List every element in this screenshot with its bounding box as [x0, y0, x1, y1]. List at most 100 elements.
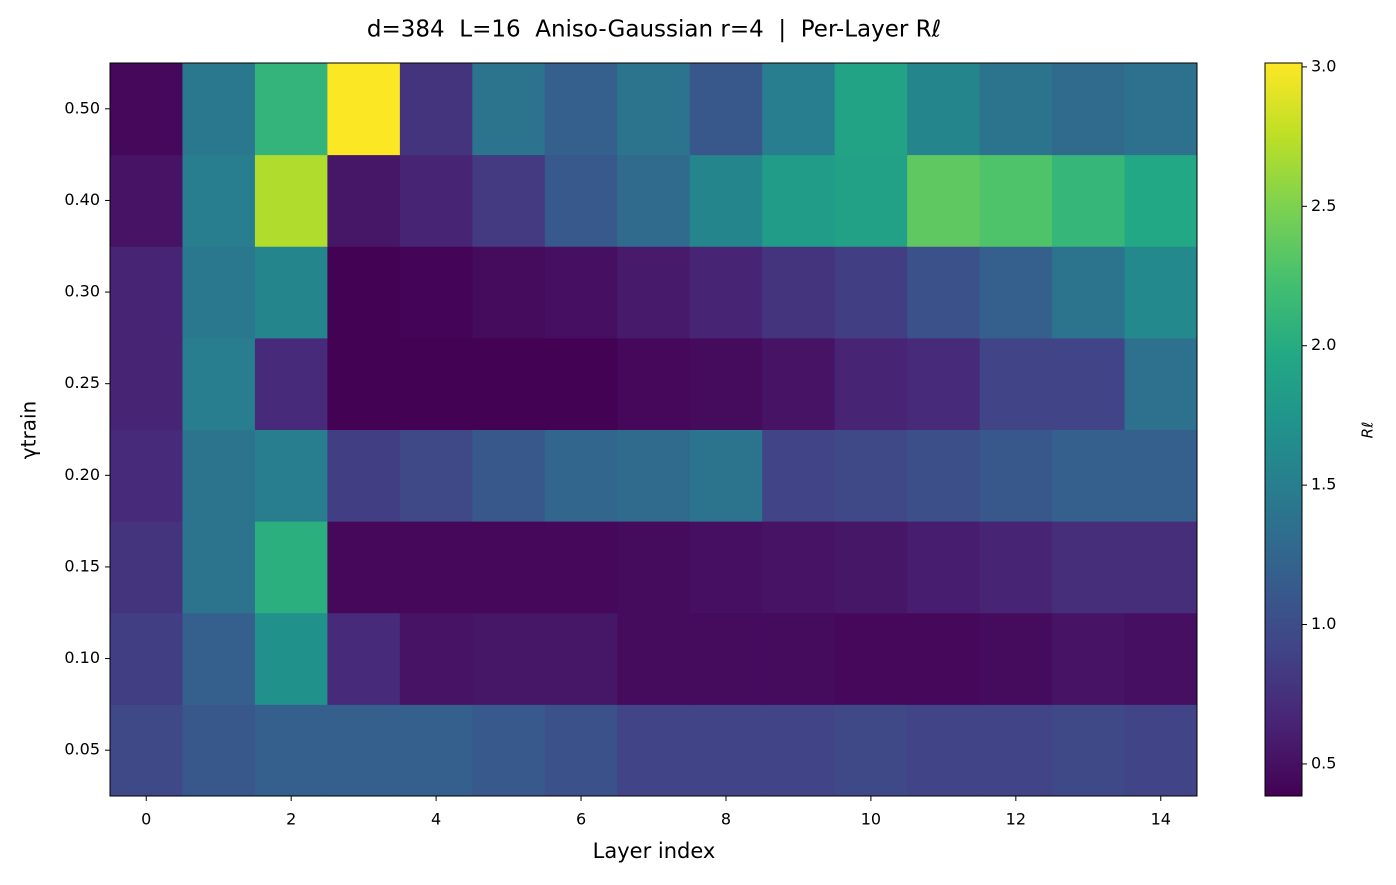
y-tick-label: 0.25	[64, 373, 100, 392]
heatmap-cell	[1124, 704, 1198, 797]
heatmap-cell	[182, 337, 256, 430]
heatmap-cell	[110, 429, 183, 522]
heatmap-cell	[254, 154, 328, 247]
heatmap-cell	[544, 337, 618, 430]
heatmap-cell	[254, 63, 328, 156]
y-tick-label: 0.30	[64, 282, 100, 301]
heatmap-cell	[544, 429, 618, 522]
heatmap-cell	[907, 63, 981, 156]
heatmap-cell	[182, 521, 256, 614]
heatmap-cell	[762, 154, 836, 247]
heatmap-cell	[762, 612, 836, 705]
colorbar-tick-label: 0.5	[1311, 753, 1336, 772]
x-tick-label: 0	[141, 810, 151, 829]
heatmap-cell	[544, 63, 618, 156]
heatmap-cell	[762, 521, 836, 614]
heatmap-cell	[110, 612, 183, 705]
heatmap-cell	[1052, 521, 1126, 614]
y-tick-label: 0.20	[64, 465, 100, 484]
heatmap-cell	[979, 337, 1053, 430]
heatmap-cell	[182, 154, 256, 247]
heatmap-cell	[689, 704, 763, 797]
x-tick-label: 14	[1151, 810, 1171, 829]
heatmap-cell	[472, 429, 546, 522]
y-tick-label: 0.40	[64, 190, 100, 209]
x-tick-label: 2	[286, 810, 296, 829]
heatmap-cell	[689, 521, 763, 614]
heatmap-cell	[617, 337, 691, 430]
heatmap-cell	[327, 521, 401, 614]
heatmap-cell	[544, 246, 618, 339]
heatmap-cell	[762, 246, 836, 339]
heatmap-cell	[327, 246, 401, 339]
heatmap-cell	[472, 704, 546, 797]
heatmap-cell	[979, 429, 1053, 522]
heatmap-cell	[1124, 337, 1198, 430]
x-axis-label: Layer index	[593, 839, 716, 863]
heatmap-cell	[617, 521, 691, 614]
heatmap-cell	[762, 704, 836, 797]
heatmap-cell	[1124, 63, 1198, 156]
heatmap-cell	[544, 612, 618, 705]
heatmap-cell	[1124, 429, 1198, 522]
y-tick-label: 0.10	[64, 648, 100, 667]
heatmap-cell	[472, 612, 546, 705]
heatmap-cell	[762, 429, 836, 522]
heatmap-cell	[182, 63, 256, 156]
heatmap-cell	[399, 704, 473, 797]
heatmap-cell	[907, 429, 981, 522]
heatmap-cell	[1052, 154, 1126, 247]
heatmap-cell	[110, 521, 183, 614]
heatmap-cell	[907, 612, 981, 705]
y-axis-label: γtrain	[17, 401, 41, 459]
heatmap-cell	[834, 154, 908, 247]
heatmap-cell	[907, 246, 981, 339]
x-tick-label: 12	[1006, 810, 1026, 829]
plot-frame	[109, 62, 1198, 797]
heatmap-cell	[399, 63, 473, 156]
heatmap-cell	[689, 429, 763, 522]
heatmap-cell	[907, 521, 981, 614]
x-tick-label: 10	[861, 810, 881, 829]
colorbar-tick-label: 2.0	[1311, 335, 1336, 354]
heatmap-cell	[762, 337, 836, 430]
heatmap-cell	[472, 521, 546, 614]
y-tick-label: 0.15	[64, 556, 100, 575]
heatmap-cell	[907, 704, 981, 797]
heatmap-cell	[689, 154, 763, 247]
heatmap-cell	[182, 704, 256, 797]
heatmap-cell	[110, 63, 183, 156]
heatmap-cell	[834, 521, 908, 614]
heatmap-cell	[689, 63, 763, 156]
heatmap-cell	[327, 63, 401, 156]
heatmap-cell	[834, 246, 908, 339]
heatmap-cell	[182, 246, 256, 339]
heatmap-cell	[544, 704, 618, 797]
heatmap-cell	[254, 521, 328, 614]
heatmap-cell	[399, 521, 473, 614]
heatmap-cell	[327, 704, 401, 797]
y-tick-label: 0.50	[64, 98, 100, 117]
heatmap-cell	[617, 246, 691, 339]
heatmap-cell	[254, 246, 328, 339]
y-tick-label: 0.05	[64, 740, 100, 759]
heatmap-cell	[617, 154, 691, 247]
heatmap-cell	[1052, 63, 1126, 156]
heatmap-cell	[834, 63, 908, 156]
colorbar	[1264, 62, 1303, 797]
heatmap-cell	[544, 521, 618, 614]
heatmap-cell	[834, 429, 908, 522]
heatmap-cell	[979, 612, 1053, 705]
heatmap-cell	[327, 154, 401, 247]
heatmap-cell	[182, 429, 256, 522]
heatmap-cell	[254, 429, 328, 522]
heatmap-cell	[1052, 704, 1126, 797]
heatmap-cell	[834, 337, 908, 430]
heatmap-cell	[1124, 612, 1198, 705]
heatmap-cell	[689, 337, 763, 430]
heatmap-cell	[110, 337, 183, 430]
heatmap-cell	[399, 337, 473, 430]
colorbar-tick-label: 3.0	[1311, 56, 1336, 75]
